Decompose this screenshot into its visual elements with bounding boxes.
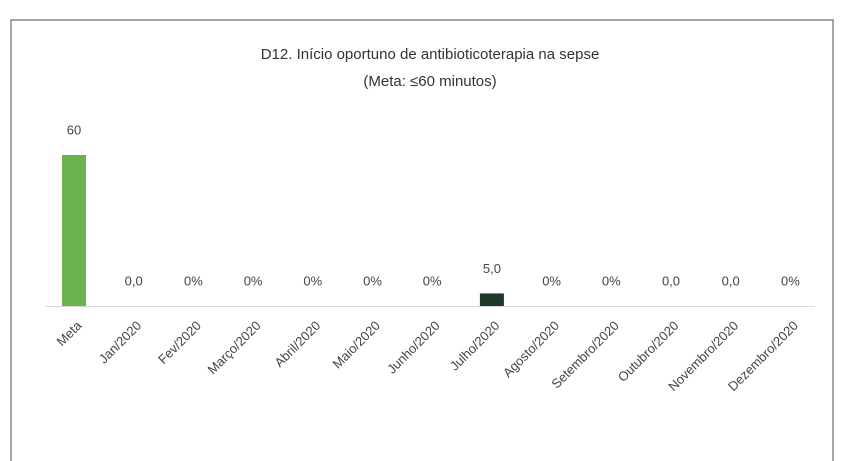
value-label: 0% (303, 273, 322, 288)
value-label: 60 (67, 122, 81, 137)
value-label: 0% (542, 273, 561, 288)
value-label: 0,0 (662, 273, 680, 288)
chart-frame (10, 19, 834, 461)
bar (479, 293, 504, 306)
value-label: 0,0 (722, 273, 740, 288)
value-label: 0,0 (125, 273, 143, 288)
chart-title: D12. Início oportuno de antibioticoterap… (261, 46, 600, 63)
value-label: 5,0 (483, 261, 501, 276)
value-label: 0% (781, 273, 800, 288)
value-label: 0% (423, 273, 442, 288)
value-label: 0% (184, 273, 203, 288)
chart-subtitle: (Meta: ≤60 minutos) (363, 73, 496, 90)
bar (62, 155, 86, 306)
value-label: 0% (602, 273, 621, 288)
value-label: 0% (244, 273, 263, 288)
value-label: 0% (363, 273, 382, 288)
